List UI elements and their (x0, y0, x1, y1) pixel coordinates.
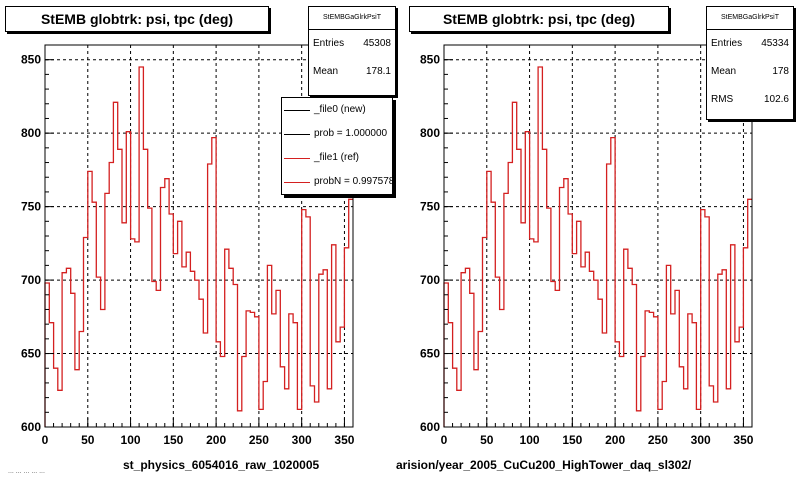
x-tick-label: 200 (605, 433, 625, 447)
legend-label: probN = 0.997578 (314, 176, 393, 187)
x-tick-label: 50 (480, 433, 494, 447)
right-stats-row-entries: Entries 45334 (707, 30, 793, 58)
y-tick-label: 750 (420, 200, 440, 214)
x-tick-label: 0 (42, 433, 49, 447)
legend-entry-file0: _file0 (new) (282, 98, 392, 122)
stats-value: 178.1 (365, 66, 391, 77)
y-tick-label: 800 (21, 126, 41, 140)
y-tick-label: 850 (21, 53, 41, 67)
y-tick-label: 600 (420, 420, 440, 434)
x-tick-label: 150 (562, 433, 582, 447)
stats-key: Entries (711, 38, 743, 49)
stats-key: Mean (711, 66, 737, 77)
legend-swatch (284, 182, 310, 183)
left-stats-box: StEMBGaGlrkPsiT Entries 45308 Mean 178.1 (308, 6, 396, 96)
right-stats-box: StEMBGaGlrkPsiT Entries 45334 Mean 178 R… (706, 6, 794, 120)
right-footer-path: arision/year_2005_CuCu200_HighTower_daq_… (396, 458, 692, 472)
legend-entry-probn: probN = 0.997578 (282, 170, 392, 194)
legend-label: prob = 1.000000 (314, 128, 388, 139)
left-stats-row-entries: Entries 45308 (309, 30, 395, 58)
y-tick-label: 700 (21, 273, 41, 287)
x-tick-label: 100 (520, 433, 540, 447)
x-tick-label: 100 (121, 433, 141, 447)
x-tick-label: 200 (206, 433, 226, 447)
histogram-series-line (443, 66, 752, 427)
x-tick-label: 300 (292, 433, 312, 447)
stats-value: 45334 (761, 38, 789, 49)
stats-value: 102.6 (763, 94, 789, 105)
y-tick-label: 800 (420, 126, 440, 140)
x-tick-label: 0 (441, 433, 448, 447)
right-stats-title: StEMBGaGlrkPsiT (707, 7, 793, 30)
left-stats-title: StEMBGaGlrkPsiT (309, 7, 395, 30)
left-stats-row-mean: Mean 178.1 (309, 58, 395, 86)
left-footer-small: ... ... ... ... ... (8, 468, 45, 475)
right-plot-title: StEMB globtrk: psi, tpc (deg) (409, 6, 669, 32)
y-tick-label: 650 (21, 347, 41, 361)
left-plot-title: StEMB globtrk: psi, tpc (deg) (5, 6, 269, 32)
left-legend: _file0 (new) prob = 1.000000 _file1 (ref… (281, 97, 393, 195)
legend-swatch (284, 110, 310, 111)
legend-entry-prob: prob = 1.000000 (282, 122, 392, 146)
right-stats-row-rms: RMS 102.6 (707, 86, 793, 114)
x-tick-label: 50 (81, 433, 95, 447)
legend-swatch (284, 134, 310, 135)
stats-key: Entries (313, 38, 345, 49)
y-tick-label: 750 (21, 200, 41, 214)
right-stats-row-mean: Mean 178 (707, 58, 793, 86)
y-tick-label: 650 (420, 347, 440, 361)
right-histogram-panel: 0 50 100 150 200 250 300 350 600 650 700 750 800 850 (420, 44, 754, 447)
y-tick-label: 600 (21, 420, 41, 434)
stats-value: 178 (772, 66, 789, 77)
legend-label: _file1 (ref) (314, 152, 360, 163)
stats-key: Mean (313, 66, 339, 77)
y-tick-label: 700 (420, 273, 440, 287)
stats-key: RMS (711, 94, 734, 105)
x-tick-label: 150 (163, 433, 183, 447)
y-tick-label: 850 (420, 53, 440, 67)
legend-entry-file1: _file1 (ref) (282, 146, 392, 170)
legend-label: _file0 (new) (314, 104, 366, 115)
left-histogram-panel: 0 50 100 150 200 250 300 350 600 650 700 750 800 850 (21, 44, 355, 447)
x-tick-label: 300 (691, 433, 711, 447)
left-footer-filename: st_physics_6054016_raw_1020005 (123, 458, 320, 472)
x-tick-label: 350 (733, 433, 753, 447)
legend-swatch (284, 158, 310, 159)
x-tick-label: 250 (249, 433, 269, 447)
x-tick-label: 350 (334, 433, 354, 447)
x-tick-label: 250 (648, 433, 668, 447)
stats-value: 45308 (363, 38, 391, 49)
histogram-series-line (44, 66, 353, 427)
